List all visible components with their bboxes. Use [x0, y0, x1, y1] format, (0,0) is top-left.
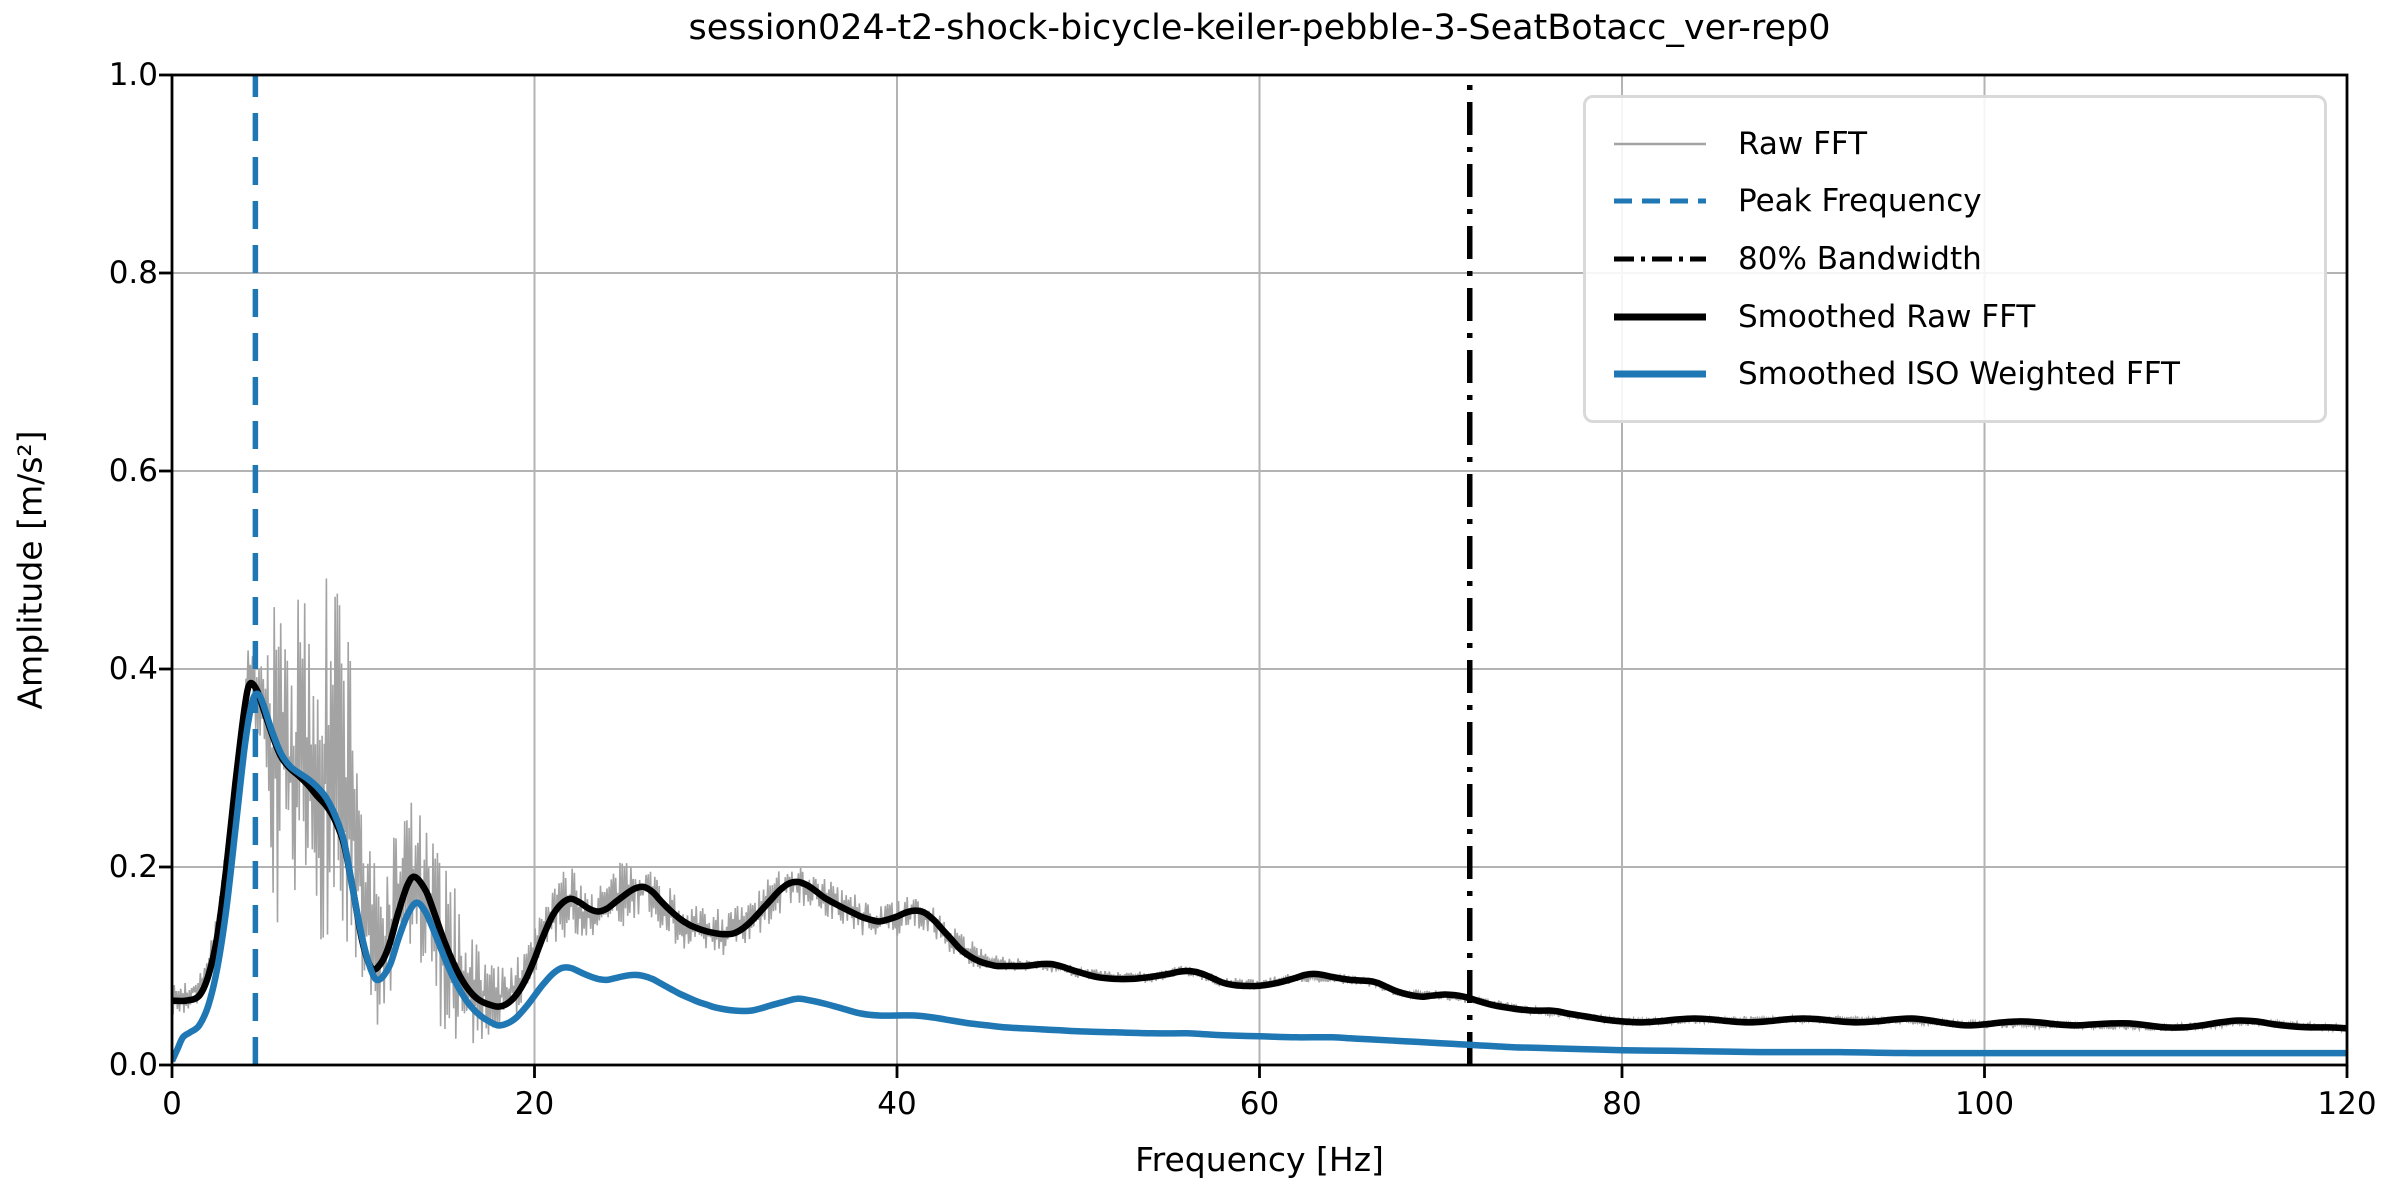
chart-title: session024-t2-shock-bicycle-keiler-pebbl… — [688, 8, 1831, 48]
x-tick-label: 100 — [1954, 1086, 2015, 1122]
legend: Raw FFT Peak Frequency 80% Bandwidth Smooth… — [1583, 95, 2327, 423]
legend-item-80-bandwidth: 80% Bandwidth — [1612, 241, 2314, 277]
legend-label: Raw FFT — [1738, 125, 1868, 162]
x-tick-label: 0 — [162, 1086, 182, 1122]
x-axis-label: Frequency [Hz] — [1135, 1140, 1384, 1179]
series-layer — [172, 75, 2347, 1065]
smoothed-raw-fft-line — [172, 679, 2347, 1032]
legend-sample-80-bandwidth-icon — [1614, 256, 1706, 262]
legend-item-raw-fft: Raw FFT — [1612, 126, 2314, 162]
smoothed-iso-weighted-fft-line — [172, 690, 2347, 1063]
y-tick-label: 0.0 — [108, 1047, 158, 1083]
x-tick-label: 20 — [514, 1086, 555, 1122]
x-tick-label: 40 — [877, 1086, 917, 1122]
y-tick-label: 0.6 — [108, 453, 158, 489]
x-tick-label: 120 — [2317, 1086, 2377, 1122]
legend-label: Smoothed ISO Weighted FFT — [1738, 356, 2180, 393]
y-tick-label: 1.0 — [108, 57, 158, 93]
y-tick-label: 0.2 — [108, 849, 158, 885]
legend-label: 80% Bandwidth — [1738, 240, 1982, 277]
x-tick-label: 60 — [1239, 1086, 1280, 1122]
legend-sample-raw-fft-icon — [1614, 142, 1706, 145]
legend-sample-smoothed-raw-fft-icon — [1614, 313, 1706, 321]
legend-label: Smoothed Raw FFT — [1738, 298, 2036, 335]
y-tick-label: 0.8 — [108, 255, 158, 291]
legend-label: Peak Frequency — [1738, 183, 1982, 220]
y-tick-label: 0.4 — [108, 651, 158, 687]
legend-item-smoothed-iso-weighted-fft: Smoothed ISO Weighted FFT — [1612, 356, 2314, 392]
x-tick-label: 80 — [1602, 1086, 1642, 1122]
legend-item-smoothed-raw-fft: Smoothed Raw FFT — [1612, 299, 2314, 335]
legend-sample-smoothed-iso-weighted-fft-icon — [1614, 370, 1706, 378]
legend-sample-peak-frequency-icon — [1614, 198, 1706, 204]
legend-item-peak-frequency: Peak Frequency — [1612, 183, 2314, 219]
